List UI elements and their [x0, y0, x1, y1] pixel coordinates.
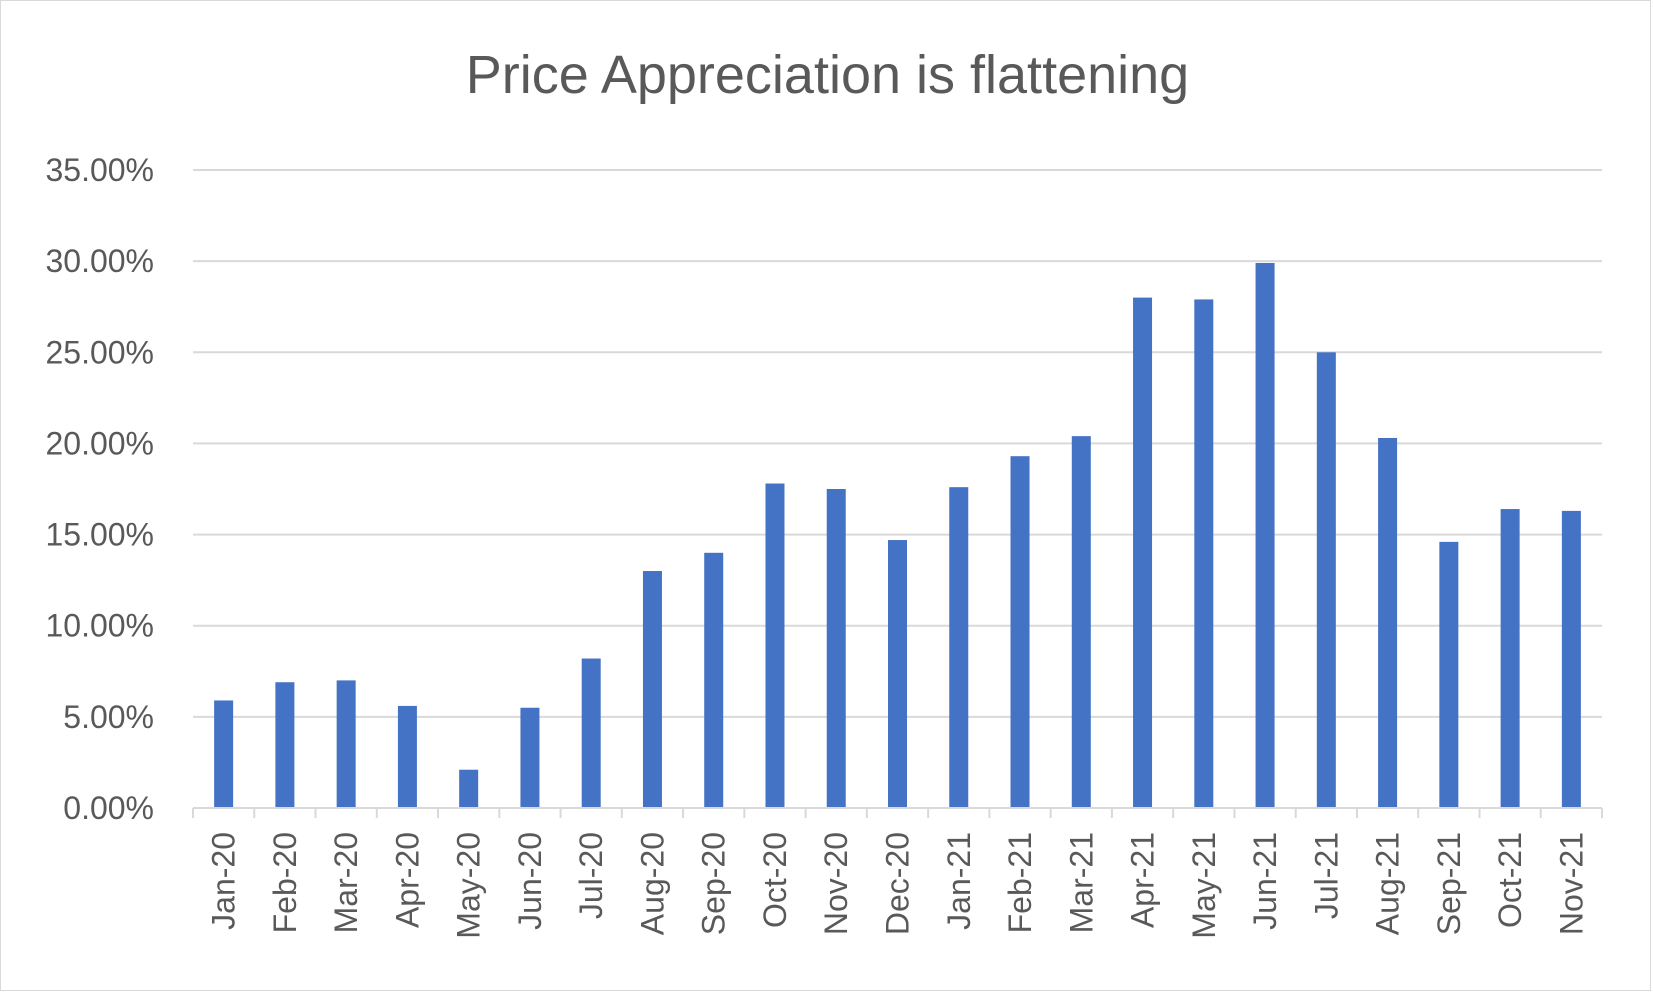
x-tick-label: Jan-20: [206, 832, 242, 930]
y-tick-label: 5.00%: [63, 699, 154, 735]
x-tick-label: Oct-21: [1492, 832, 1528, 928]
bar: [520, 707, 540, 808]
bar: [459, 769, 479, 808]
bars: [214, 262, 1581, 809]
bar: [1561, 510, 1581, 808]
x-tick-label: Mar-20: [328, 832, 364, 933]
y-tick-label: 0.00%: [63, 790, 154, 826]
bar: [1378, 437, 1398, 808]
x-axis: [192, 807, 1603, 818]
y-tick-label: 15.00%: [45, 517, 154, 553]
bar: [888, 540, 907, 808]
bar: [397, 705, 417, 808]
bar: [1133, 297, 1153, 808]
bar: [704, 552, 724, 808]
x-tick-label: Aug-21: [1370, 832, 1406, 935]
gridlines: [193, 169, 1602, 718]
x-tick-label: Apr-21: [1125, 832, 1161, 928]
bar: [949, 487, 969, 808]
bar: [1255, 262, 1275, 809]
x-tick-label: Jun-21: [1247, 832, 1283, 930]
bar: [765, 483, 785, 808]
x-tick-label: Feb-20: [267, 832, 303, 933]
x-tick-label: May-21: [1186, 832, 1222, 939]
x-tick-label: Aug-20: [634, 832, 670, 935]
x-tick-label: Oct-20: [757, 832, 793, 928]
x-tick-label: Sep-20: [696, 832, 732, 935]
bar: [214, 700, 234, 808]
x-tick-label: Apr-20: [389, 832, 425, 928]
bar: [1316, 352, 1336, 808]
bar: [1439, 541, 1459, 808]
bar: [581, 658, 601, 808]
y-tick-label: 35.00%: [45, 152, 154, 188]
x-tick-label: Sep-21: [1431, 832, 1467, 935]
x-tick-label: Feb-21: [1002, 832, 1038, 933]
x-tick-label: Mar-21: [1063, 832, 1099, 933]
x-tick-label: Dec-20: [880, 832, 916, 935]
bar: [1500, 509, 1520, 808]
bar: [642, 571, 662, 808]
chart-title: Price Appreciation is flattening: [465, 45, 1190, 105]
x-tick-label: May-20: [451, 832, 487, 939]
x-tick-label: Nov-21: [1553, 832, 1589, 935]
bar: [1071, 436, 1091, 808]
x-tick-label: Jul-20: [573, 832, 609, 919]
bar: [336, 680, 356, 808]
y-tick-label: 20.00%: [45, 425, 154, 461]
bar: [275, 682, 295, 808]
y-tick-label: 25.00%: [45, 334, 154, 370]
y-tick-label: 10.00%: [45, 608, 154, 644]
bar: [1194, 299, 1214, 808]
x-tick-label: Jul-21: [1308, 832, 1344, 919]
x-tick-label: Nov-20: [818, 832, 854, 935]
y-tick-label: 30.00%: [45, 243, 154, 279]
x-tick-label: Jan-21: [941, 832, 977, 930]
x-tick-label: Jun-20: [512, 832, 548, 930]
x-axis-tick-labels: Jan-20 Feb-20 Mar-20 Apr-20 May-20 Jun-20 Jul-…: [206, 832, 1590, 939]
bar: [826, 489, 846, 808]
bar: [1010, 456, 1030, 808]
y-axis-tick-labels: 0.00% 5.00% 10.00% 15.00% 20.00% 25.00% 30.00%…: [45, 152, 154, 826]
